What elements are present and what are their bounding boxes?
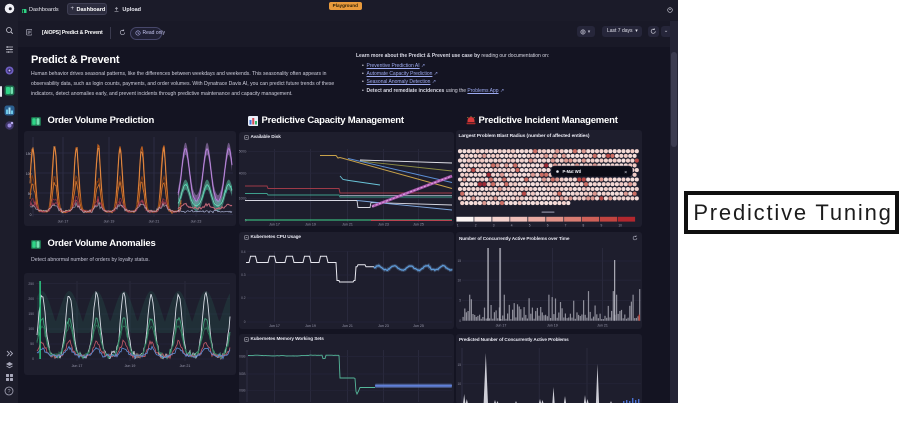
svg-text:50: 50 xyxy=(30,342,34,346)
svg-text:Jun 19: Jun 19 xyxy=(125,364,136,368)
svg-text:0.3: 0.3 xyxy=(241,273,246,277)
svg-text:Jun 23: Jun 23 xyxy=(191,220,202,224)
svg-text:Jun 17: Jun 17 xyxy=(58,220,69,224)
svg-text:10: 10 xyxy=(618,224,622,228)
svg-text:✕: ✕ xyxy=(624,169,628,174)
svg-text:Jun 25: Jun 25 xyxy=(413,324,424,328)
svg-text:10: 10 xyxy=(457,382,461,386)
svg-text:5: 5 xyxy=(459,299,461,303)
svg-text:Jun 17: Jun 17 xyxy=(72,364,83,368)
svg-text:2.0GB: 2.0GB xyxy=(239,354,246,358)
svg-text:Jun 19: Jun 19 xyxy=(547,324,558,328)
svg-text:15: 15 xyxy=(457,362,461,366)
svg-text:Jun 21: Jun 21 xyxy=(149,220,160,224)
svg-text:0: 0 xyxy=(243,320,245,324)
svg-text:0: 0 xyxy=(32,357,34,361)
svg-text:150: 150 xyxy=(26,152,32,156)
svg-text:Jun 23: Jun 23 xyxy=(378,222,389,226)
svg-text:3: 3 xyxy=(492,224,494,228)
svg-text:5: 5 xyxy=(528,224,530,228)
svg-text:1.5GB: 1.5GB xyxy=(239,372,246,376)
svg-text:10: 10 xyxy=(457,278,461,282)
svg-text:Jun 21: Jun 21 xyxy=(180,364,191,368)
svg-text:6: 6 xyxy=(546,224,548,228)
svg-text:Jun 21: Jun 21 xyxy=(342,222,353,226)
svg-text:150: 150 xyxy=(28,312,34,316)
svg-text:200: 200 xyxy=(28,296,34,300)
svg-text:9: 9 xyxy=(600,224,602,228)
svg-text:Jun 17: Jun 17 xyxy=(269,222,280,226)
svg-text:0: 0 xyxy=(30,213,32,217)
svg-text:Jun 25: Jun 25 xyxy=(413,222,424,226)
svg-text:15: 15 xyxy=(457,259,461,263)
svg-text:Jun 19: Jun 19 xyxy=(104,220,115,224)
svg-text:100G: 100G xyxy=(239,196,247,200)
svg-text:Jun 17: Jun 17 xyxy=(269,324,280,328)
svg-text:0.4: 0.4 xyxy=(241,249,246,253)
svg-text:Jun 23: Jun 23 xyxy=(378,324,389,328)
svg-text:Jun 21: Jun 21 xyxy=(597,324,608,328)
svg-text:0.2: 0.2 xyxy=(241,296,246,300)
svg-text:100: 100 xyxy=(26,172,32,176)
svg-text:Jun 19: Jun 19 xyxy=(305,222,316,226)
svg-text:1: 1 xyxy=(456,224,458,228)
svg-text:2: 2 xyxy=(474,224,476,228)
svg-text:400G: 400G xyxy=(239,171,247,175)
svg-text:500G: 500G xyxy=(239,149,247,153)
svg-text:250: 250 xyxy=(28,281,34,285)
svg-text:0: 0 xyxy=(459,319,461,323)
svg-text:8: 8 xyxy=(582,224,584,228)
svg-text:P-Mat Wtl: P-Mat Wtl xyxy=(562,169,581,174)
svg-text:Jun 21: Jun 21 xyxy=(342,324,353,328)
svg-text:Jun 17: Jun 17 xyxy=(495,324,506,328)
svg-text:4: 4 xyxy=(510,224,512,228)
svg-text:?: ? xyxy=(7,389,10,395)
svg-text:1.0GB: 1.0GB xyxy=(239,388,246,392)
svg-text:100: 100 xyxy=(28,327,34,331)
svg-text:50: 50 xyxy=(28,192,32,196)
svg-text:7: 7 xyxy=(564,224,566,228)
svg-text:Jun 19: Jun 19 xyxy=(305,324,316,328)
